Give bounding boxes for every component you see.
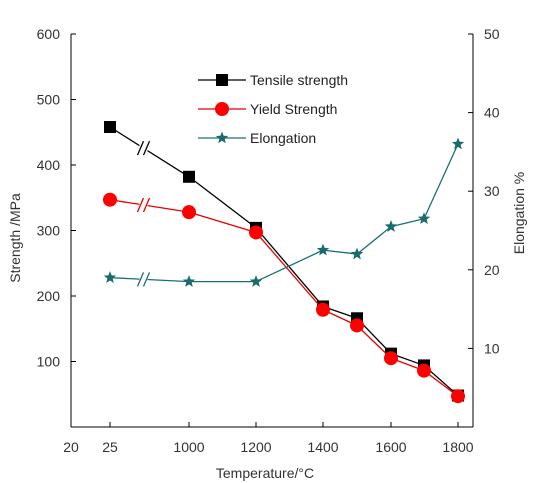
- plot-frame: [70, 34, 474, 428]
- data-point: [384, 220, 398, 232]
- data-point: [417, 212, 431, 224]
- series-line-segment: [255, 227, 324, 307]
- left-y-tick-label: 500: [37, 92, 61, 108]
- left-y-tick-label: 600: [37, 26, 61, 42]
- data-point: [384, 351, 398, 366]
- legend-label: Yield Strength: [250, 101, 337, 117]
- x-tick-label: 25: [102, 439, 118, 455]
- series-line-segment: [423, 370, 459, 397]
- x-tick-label: 1800: [442, 439, 473, 455]
- right-y-axis-title: Elongation %: [511, 172, 527, 255]
- data-point: [417, 363, 431, 378]
- series-line-segment: [255, 232, 324, 311]
- left-y-tick-label: 200: [37, 288, 61, 304]
- series-line-segment: [109, 126, 190, 178]
- right-y-tick-label: 10: [484, 340, 500, 356]
- data-point: [316, 302, 330, 317]
- series-line-segment: [188, 211, 257, 234]
- legend-label: Elongation: [250, 130, 316, 146]
- left-y-tick-label: 300: [37, 223, 61, 239]
- axis-break-mark: [142, 140, 151, 156]
- series-elongation: [103, 137, 465, 289]
- series-area: [103, 121, 465, 404]
- data-point: [316, 243, 330, 256]
- data-point: [249, 275, 263, 287]
- right-y-tick-label: 20: [484, 262, 500, 278]
- legend-marker: [215, 102, 229, 116]
- legend-marker: [216, 74, 228, 86]
- axis-break-gap: [139, 270, 148, 289]
- axis-break-gap: [139, 139, 148, 158]
- data-point: [249, 225, 263, 240]
- data-point: [350, 247, 364, 260]
- data-point: [451, 389, 465, 404]
- data-point: [183, 170, 195, 183]
- legend-label: Tensile strength: [250, 72, 348, 88]
- series-line-segment: [188, 176, 257, 229]
- series-line-segment: [322, 249, 358, 255]
- x-tick-label: 1600: [375, 439, 406, 455]
- series-line-segment: [109, 277, 190, 283]
- x-tick-label: 1000: [173, 439, 204, 455]
- right-y-tick-label: 40: [484, 105, 500, 121]
- series-line-segment: [109, 199, 190, 213]
- axis-break-mark: [142, 272, 151, 287]
- legend-item: Tensile strength: [198, 72, 348, 88]
- legend-item: Yield Strength: [198, 101, 337, 117]
- series-line-segment: [423, 143, 459, 219]
- axis-break-mark: [136, 272, 145, 287]
- x-tick-label: 1200: [240, 439, 271, 455]
- x-axis-title: Temperature/°C: [216, 465, 314, 481]
- axis-break-gap: [139, 195, 148, 214]
- series-line-segment: [356, 226, 392, 255]
- axis-ticks: 100 200 300 400 500 600 10 20 30 40 50 20 25 1000 1200…: [37, 26, 500, 455]
- data-point: [350, 318, 364, 333]
- right-y-tick-label: 30: [484, 183, 500, 199]
- right-y-tick-label: 50: [484, 26, 500, 42]
- series-line-segment: [390, 218, 425, 228]
- left-y-axis-title: Strength /MPa: [7, 193, 23, 283]
- legend-marker: [215, 131, 229, 144]
- series-line-segment: [356, 325, 392, 359]
- data-point: [103, 192, 117, 207]
- series-tensile-strength: [104, 121, 464, 402]
- axis-break-mark: [136, 197, 145, 213]
- series-yield-strength: [103, 192, 465, 404]
- series-line-segment: [255, 249, 324, 283]
- legend: Tensile strength Yield Strength Elongation: [198, 72, 348, 146]
- data-point: [182, 205, 196, 220]
- left-y-tick-label: 100: [37, 354, 61, 370]
- axis-break-mark: [142, 197, 151, 213]
- data-point: [451, 137, 465, 150]
- data-point: [103, 271, 117, 283]
- legend-item: Elongation: [198, 130, 316, 146]
- left-y-tick-label: 400: [37, 157, 61, 173]
- data-point: [104, 121, 116, 134]
- data-point: [182, 275, 196, 287]
- axis-break-mark: [136, 140, 145, 156]
- x-tick-label: 20: [63, 439, 79, 455]
- x-tick-label: 1400: [307, 439, 338, 455]
